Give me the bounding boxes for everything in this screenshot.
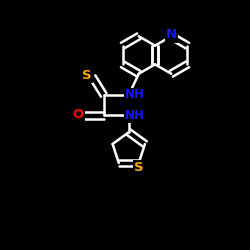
Text: NH: NH	[125, 109, 145, 122]
Text: S: S	[134, 161, 143, 174]
Text: S: S	[82, 69, 92, 82]
Text: O: O	[72, 108, 84, 122]
Text: NH: NH	[125, 88, 145, 102]
Text: N: N	[166, 28, 177, 42]
